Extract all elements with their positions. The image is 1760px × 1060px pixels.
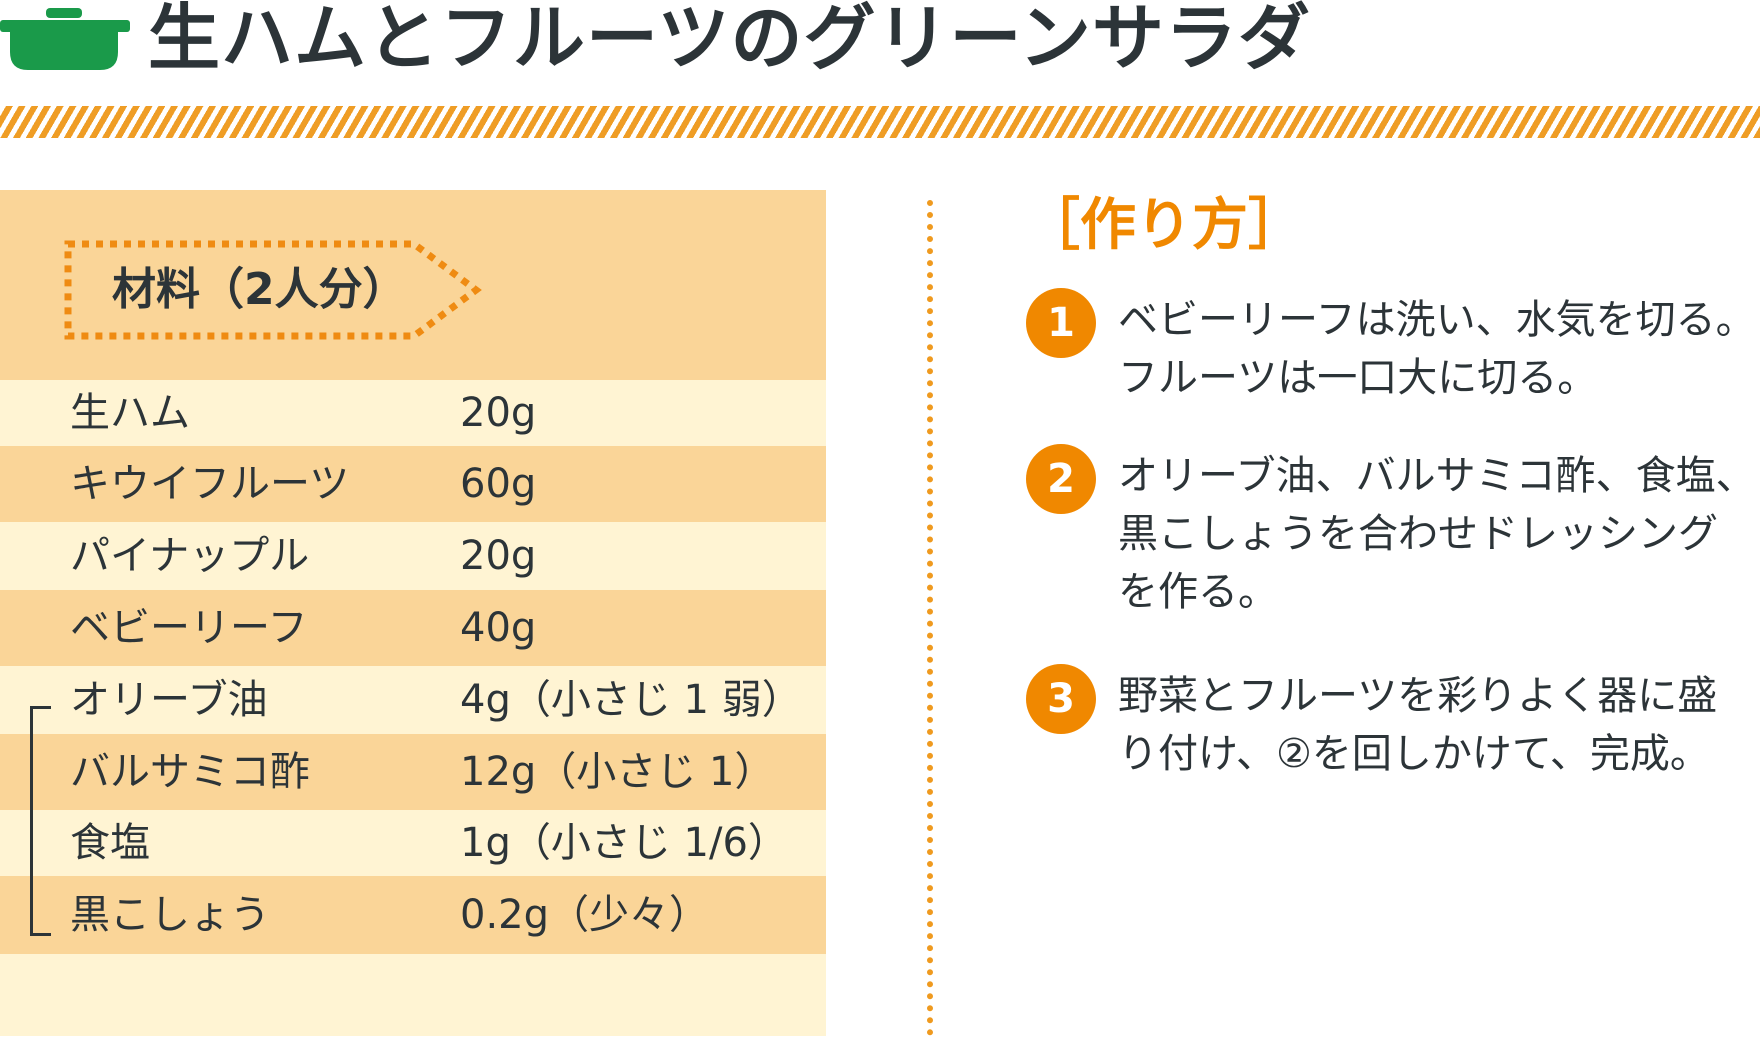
ingredient-name: 食塩 [70, 820, 150, 866]
ingredient-row: 食塩 1g（小さじ 1/6） [0, 810, 826, 876]
ingredient-row: オリーブ油 4g（小さじ 1 弱） [0, 666, 826, 734]
step-text: オリーブ油、バルサミコ酢、食塩、 [1118, 453, 1756, 499]
step-text: 黒こしょうを合わせドレッシング [1118, 511, 1718, 557]
ingredient-quantity: 0.2g（少々） [460, 892, 710, 938]
ingredient-row: 黒こしょう 0.2g（少々） [0, 876, 826, 954]
ingredient-quantity: 40g [460, 605, 537, 651]
ingredient-quantity: 60g [460, 461, 537, 507]
ingredient-row: バルサミコ酢 12g（小さじ 1） [0, 734, 826, 810]
step-number-badge: 1 [1026, 288, 1096, 358]
step-text: り付け、②を回しかけて、完成。 [1118, 731, 1710, 777]
dressing-bracket [30, 706, 51, 936]
ingredients-header: 材料（2人分） [0, 190, 826, 380]
ingredient-name: 生ハム [70, 390, 190, 436]
step-text: フルーツは一口大に切る。 [1118, 355, 1598, 401]
ingredient-quantity: 20g [460, 390, 537, 436]
ingredient-quantity: 4g（小さじ 1 弱） [460, 677, 802, 723]
pot-icon [0, 8, 130, 70]
step-number-badge: 2 [1026, 444, 1096, 514]
column-divider [927, 200, 933, 1036]
ingredient-quantity: 1g（小さじ 1/6） [460, 820, 788, 866]
step-number-badge: 3 [1026, 664, 1096, 734]
ingredient-name: ベビーリーフ [70, 605, 308, 651]
ingredient-row: パイナップル 20g [0, 522, 826, 590]
step-text: 野菜とフルーツを彩りよく器に盛 [1118, 673, 1718, 719]
page-title: 生ハムとフルーツのグリーンサラダ [148, 0, 1311, 80]
ingredient-name: 黒こしょう [70, 892, 270, 938]
ingredients-heading: 材料（2人分） [112, 264, 407, 315]
ingredient-quantity: 20g [460, 533, 537, 579]
ingredient-name: パイナップル [70, 533, 310, 579]
ingredient-quantity: 12g（小さじ 1） [460, 749, 775, 795]
ingredient-name: キウイフルーツ [70, 461, 350, 507]
ingredient-row: ベビーリーフ 40g [0, 590, 826, 666]
ingredient-row: 生ハム 20g [0, 380, 826, 446]
header-stripe-divider [0, 106, 1760, 138]
step-text: ベビーリーフは洗い、水気を切る。 [1118, 297, 1756, 343]
ingredient-name: オリーブ油 [70, 677, 268, 723]
step-text: を作る。 [1118, 569, 1278, 615]
ingredient-name: バルサミコ酢 [70, 749, 310, 795]
ingredients-panel: 材料（2人分） 生ハム 20g キウイフルーツ 60g パイナップル 20g ベ… [0, 190, 826, 1036]
ingredient-row: キウイフルーツ 60g [0, 446, 826, 522]
method-title: ［作り方］ [1024, 193, 1304, 258]
